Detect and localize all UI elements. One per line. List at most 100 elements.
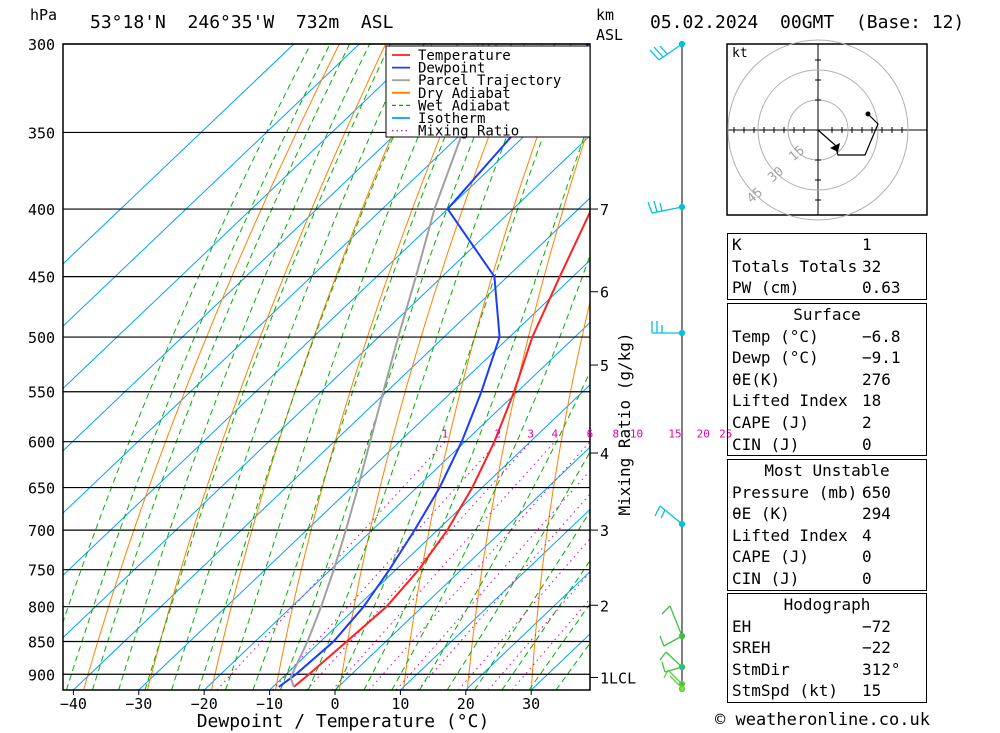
mixing-ratio-line (331, 441, 556, 690)
surface-title: Surface (793, 305, 861, 324)
dry-adiabat-line (402, 44, 572, 690)
plot-frame (62, 43, 591, 691)
mixing-ratio-axis-label: Mixing Ratio (g/kg) (615, 332, 634, 515)
mixing-ratio-label: 10 (630, 428, 643, 441)
wet-adiabat-line (363, 118, 590, 690)
wet-adiabat-line (419, 370, 590, 690)
x-tick-label: 20 (457, 695, 475, 713)
grid-lines (63, 44, 988, 690)
hodograph-row: SREH −22 (732, 638, 891, 658)
index-row-totals: Totals Totals 32 (732, 256, 882, 276)
wind-barb-400 (647, 200, 686, 214)
wet-adiabat-line (307, 44, 543, 690)
axis-labels: 300350400450500550600650700750800850900−… (28, 36, 540, 713)
legend-label: Temperature (418, 48, 511, 64)
pressure-unit-label: hPa (30, 6, 58, 24)
series-dewpoint (278, 44, 589, 688)
pressure-tick-label: 500 (28, 329, 55, 347)
isotherm-line (138, 259, 590, 690)
height-tick-label: 7 (600, 201, 609, 219)
wet-adiabat-line (66, 44, 331, 690)
dry-adiabat-line (83, 44, 340, 690)
wet-adiabat-line (501, 559, 590, 690)
index-row-pw: PW (cm) 0.63 (732, 278, 901, 298)
x-tick-label: −30 (125, 695, 152, 713)
mixing-ratio-line (487, 571, 590, 690)
wet-adiabat-line (474, 510, 590, 690)
pressure-tick-label: 450 (28, 269, 55, 287)
wet-adiabat-line (144, 44, 391, 690)
most-unstable-row: Lifted Index 4 (732, 525, 872, 545)
height-unit-label: km (596, 6, 615, 24)
wind-barb-surface (663, 669, 686, 693)
most-unstable-table: Most Unstable Pressure (mb) 650 θE (K) 294… (727, 459, 927, 591)
isotherm-line (203, 321, 590, 690)
height-unit-asl-label: ASL (596, 26, 624, 44)
wet-adiabat-line (92, 44, 351, 690)
wind-barb-500 (651, 321, 686, 337)
most-unstable-title: Most Unstable (764, 461, 890, 480)
height-tick-label: 3 (600, 522, 609, 540)
wet-adiabat-line (279, 44, 512, 690)
pressure-tick-label: 600 (28, 434, 55, 452)
x-tick-label: −20 (191, 695, 218, 713)
dry-adiabat-line (466, 122, 590, 690)
x-axis-label: Dewpoint / Temperature (°C) (197, 711, 490, 732)
wet-adiabat-line (197, 44, 435, 690)
x-tick-label: 10 (391, 695, 409, 713)
hodograph-trace (817, 113, 879, 156)
dry-adiabat-line (338, 44, 526, 690)
isotherm-line (63, 44, 491, 452)
dry-adiabat-line (956, 44, 988, 690)
wind-barb-900 (659, 651, 686, 673)
wet-adiabat-line (335, 44, 578, 690)
legend-label: Isotherm (418, 111, 485, 127)
mixing-ratio-line (395, 470, 590, 690)
wet-adiabat-line (391, 253, 590, 690)
hodograph-row: StmDir 312° (732, 659, 901, 679)
wet-adiabat-line (118, 44, 371, 690)
dry-adiabat-line (530, 299, 590, 690)
surface-row: θE(K) 276 (732, 369, 891, 389)
pressure-tick-label: 300 (28, 36, 55, 54)
wet-adiabat-line (446, 450, 590, 690)
credit-link[interactable]: © weatheronline.co.uk (715, 710, 930, 730)
hodograph-table-title: Hodograph (783, 595, 871, 614)
height-tick-label: 1LCL (600, 669, 636, 687)
mixing-ratio-line (306, 441, 532, 690)
mixing-ratio-line (216, 441, 446, 690)
mixing-ratio-labels: 1 2 3 4 6 8 10 15 20 25 (442, 428, 733, 441)
wind-barb-300 (649, 40, 686, 61)
x-tick-label: −40 (60, 695, 87, 713)
isotherm-line (465, 571, 590, 690)
pressure-tick-label: 750 (28, 562, 55, 580)
mixing-ratio-line (272, 441, 499, 690)
legend-label: Parcel Trajectory (418, 73, 561, 89)
isotherm-line (334, 446, 590, 690)
isotherm-line (63, 44, 426, 390)
hodograph-row: EH −72 (732, 616, 891, 636)
mixing-ratio-label: 1 (442, 428, 449, 441)
datetime-title: 05.02.2024 00GMT (Base: 12) (650, 12, 965, 33)
most-unstable-row: θE (K) 294 (732, 504, 891, 524)
surface-row: CAPE (J) 2 (732, 412, 872, 432)
hodograph-table: Hodograph EH −72 SREH −22 StmDir 312° StmSp… (727, 593, 927, 703)
mixing-ratio-label: 3 (527, 428, 534, 441)
isotherm-line (63, 44, 360, 327)
height-tick-label: 2 (600, 597, 609, 615)
mixing-ratio-label: 25 (719, 428, 732, 441)
isotherm-line (63, 72, 590, 577)
storm-motion-marker (830, 143, 840, 152)
isotherm-line (63, 135, 590, 639)
hodograph-unit: kt (732, 46, 748, 61)
mixing-ratio-label: 6 (587, 428, 594, 441)
wet-adiabat-line (225, 44, 459, 690)
legend-label: Mixing Ratio (418, 124, 519, 140)
wet-adiabat-line (171, 44, 412, 690)
height-tick-label: 5 (600, 357, 609, 375)
hodograph-point (865, 111, 871, 117)
pressure-tick-label: 550 (28, 384, 55, 402)
